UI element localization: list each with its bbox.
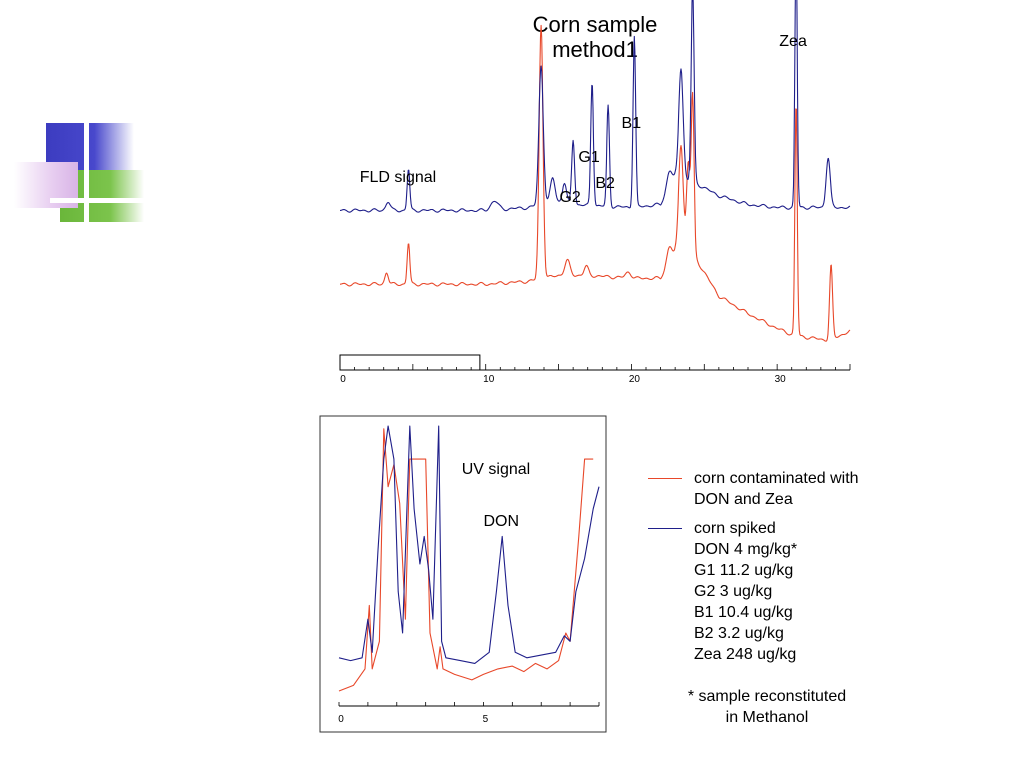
slide-title: Corn sample method1 bbox=[500, 12, 690, 62]
legend-text-line: corn contaminated with bbox=[694, 470, 859, 487]
legend-text-line: DON and Zea bbox=[694, 491, 793, 508]
legend: corn contaminated with DON and Zea corn … bbox=[648, 468, 859, 665]
uv-series-blue bbox=[338, 425, 600, 664]
legend-swatch-red bbox=[648, 478, 682, 479]
peak-label-don: DON bbox=[483, 513, 519, 530]
fld-x-tick-label: 30 bbox=[775, 374, 787, 385]
legend-text-line: DON 4 mg/kg* bbox=[694, 541, 798, 558]
legend-entry-spiked: corn spiked DON 4 mg/kg* G1 11.2 ug/kg G… bbox=[648, 518, 859, 665]
legend-text-line: B2 3.2 ug/kg bbox=[694, 625, 784, 642]
legend-text-line: Zea 248 ug/kg bbox=[694, 646, 797, 663]
peak-label-zea: Zea bbox=[779, 33, 807, 50]
peak-label-b2: B2 bbox=[595, 175, 615, 192]
footnote-line2: in Methanol bbox=[725, 709, 809, 726]
legend-text-line: G1 11.2 ug/kg bbox=[694, 562, 794, 579]
fld-x-tick-label: 0 bbox=[340, 374, 346, 385]
decorative-squares-logo bbox=[14, 123, 144, 227]
peak-label-g2: G2 bbox=[559, 189, 580, 206]
peak-label-g1: G1 bbox=[578, 149, 599, 166]
slide-title-line1: Corn sample bbox=[532, 12, 658, 37]
fld-scale-box bbox=[339, 354, 481, 371]
uv-frame bbox=[319, 415, 607, 733]
legend-text-line: B1 10.4 ug/kg bbox=[694, 604, 793, 621]
footnote-line1: * sample reconstituted bbox=[687, 688, 847, 705]
legend-swatch-blue bbox=[648, 528, 682, 529]
fld-series-red bbox=[340, 24, 851, 342]
slide-title-line2: method1 bbox=[552, 37, 638, 62]
legend-entry-contaminated: corn contaminated with DON and Zea bbox=[648, 468, 859, 510]
uv-signal-label: UV signal bbox=[462, 461, 530, 478]
uv-x-tick-label: 0 bbox=[338, 714, 344, 725]
peak-label-b1: B1 bbox=[622, 115, 642, 132]
footnote: * sample reconstituted in Methanol bbox=[662, 686, 872, 728]
fld-series-blue bbox=[340, 0, 851, 213]
legend-text-line: G2 3 ug/kg bbox=[694, 583, 773, 600]
uv-x-tick-label: 5 bbox=[483, 714, 489, 725]
uv-series-red bbox=[338, 428, 594, 692]
fld-signal-label: FLD signal bbox=[360, 169, 436, 186]
legend-text-line: corn spiked bbox=[694, 520, 776, 537]
fld-x-tick-label: 20 bbox=[629, 374, 641, 385]
fld-x-tick-label: 10 bbox=[483, 374, 495, 385]
